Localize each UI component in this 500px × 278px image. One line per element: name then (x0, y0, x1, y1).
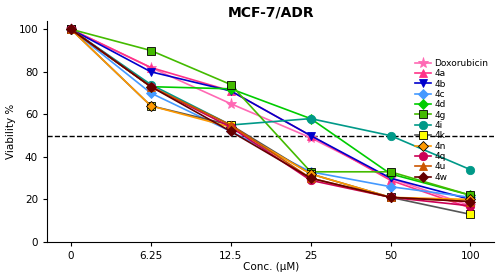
Title: MCF-7/ADR: MCF-7/ADR (228, 6, 314, 19)
Legend: Doxorubicin, 4a, 4b, 4c, 4d, 4g, 4i, 4k, 4n, 4q, 4u, 4w: Doxorubicin, 4a, 4b, 4c, 4d, 4g, 4i, 4k,… (414, 57, 490, 183)
X-axis label: Conc. (μM): Conc. (μM) (242, 262, 299, 272)
Y-axis label: Viability %: Viability % (6, 104, 16, 159)
